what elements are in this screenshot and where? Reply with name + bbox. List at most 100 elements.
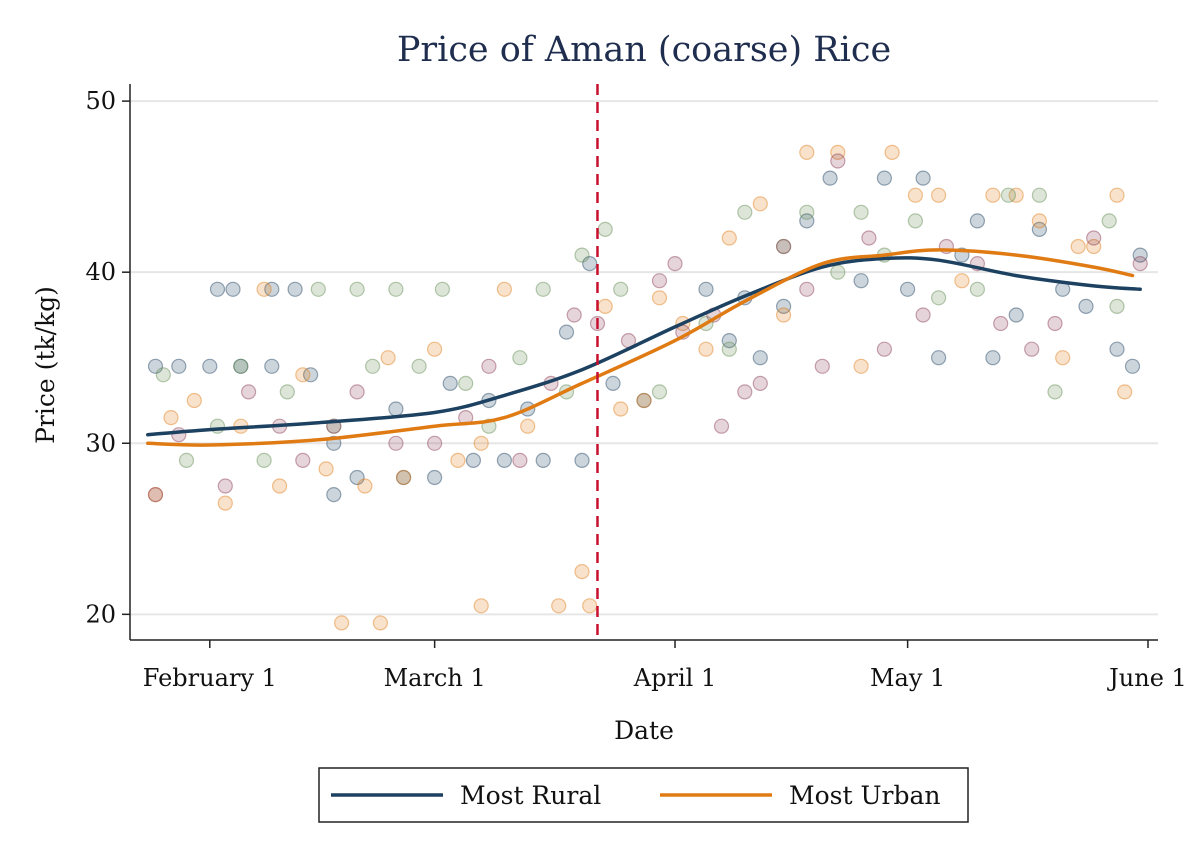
scatter-point-3-37 (1132, 256, 1148, 272)
scatter-point-3-18 (667, 256, 683, 272)
scatter-point-1-22 (582, 598, 598, 614)
scatter-point-2-0 (155, 367, 171, 383)
scatter-point-2-10 (388, 281, 404, 297)
scatter-point-3-33 (993, 315, 1009, 332)
scatter-point-2-33 (1000, 187, 1017, 203)
scatter-point-2-5 (279, 384, 295, 400)
scatter-point-0-22 (558, 324, 575, 340)
scatter-point-3-3 (241, 384, 257, 400)
scatter-point-0-32 (799, 213, 815, 229)
scatter-point-1-0 (147, 487, 164, 503)
scatter-point-2-16 (535, 281, 551, 297)
scatter-point-1-39 (985, 187, 1001, 203)
scatter-point-0-4 (225, 281, 241, 297)
scatter-point-0-37 (915, 170, 931, 186)
scatter-point-2-8 (349, 281, 365, 297)
scatter-point-0-34 (853, 273, 869, 289)
scatter-point-1-5 (256, 281, 272, 297)
scatter-point-1-28 (698, 341, 714, 357)
scatter-point-3-14 (566, 307, 582, 323)
scatter-point-0-21 (535, 452, 551, 468)
scatter-point-1-30 (752, 196, 768, 212)
scatter-point-1-20 (551, 598, 567, 614)
scatter-point-3-26 (814, 358, 830, 374)
scatter-point-0-46 (1109, 341, 1125, 357)
scatter-point-0-41 (985, 350, 1001, 366)
scatter-point-0-48 (1132, 247, 1148, 263)
scatter-point-2-36 (1101, 213, 1117, 229)
trend-lines (146, 248, 1142, 447)
scatter-point-1-11 (372, 615, 388, 631)
scatter-point-1-36 (907, 187, 924, 203)
scatter-point-0-8 (287, 281, 303, 297)
scatter-point-0-25 (605, 375, 621, 391)
scatter-point-1-2 (186, 392, 202, 409)
scatter-point-0-33 (822, 170, 838, 186)
scatter-point-1-19 (520, 418, 536, 434)
scatter-point-3-25 (799, 281, 815, 297)
scatter-point-0-26 (636, 392, 652, 409)
y-tick-label-40: 40 (85, 258, 116, 286)
scatter-point-1-21 (574, 563, 590, 580)
scatter-point-1-34 (853, 358, 869, 374)
scatter-point-3-0 (147, 487, 164, 503)
scatter-point-1-32 (799, 144, 815, 160)
scatter-point-1-15 (450, 452, 466, 468)
scatter-point-1-17 (473, 598, 489, 614)
scatter-point-3-28 (861, 230, 877, 246)
scatter-point-0-19 (496, 452, 512, 468)
scatter-point-3-5 (295, 452, 311, 468)
scatter-point-3-1 (171, 427, 187, 443)
x-tick-label-2: April 1 (633, 664, 716, 692)
scatter-point-1-23 (597, 298, 613, 314)
scatter-point-2-13 (458, 375, 474, 391)
scatter-point-2-1 (178, 452, 195, 468)
y-tick-label-30: 30 (85, 429, 116, 457)
scatter-point-1-29 (721, 230, 737, 246)
scatter-point-2-26 (799, 204, 815, 220)
scatter-point-0-38 (930, 350, 947, 366)
scatter-point-3-24 (775, 238, 792, 255)
scatter-point-3-17 (651, 273, 668, 289)
scatter-point-2-31 (930, 290, 947, 306)
scatter-point-2-3 (233, 358, 249, 374)
scatter-point-1-41 (1031, 213, 1048, 229)
x-tick-label-4: June 1 (1106, 664, 1187, 692)
legend: Most Rural Most Urban (318, 767, 969, 823)
scatter-point-0-3 (209, 281, 226, 297)
scatter-point-0-23 (574, 452, 590, 468)
scatter-point-0-17 (465, 452, 481, 468)
scatter-point-1-24 (613, 401, 629, 417)
scatter-point-3-23 (752, 375, 768, 391)
scatter-point-3-12 (512, 452, 528, 468)
scatter-point-1-7 (295, 367, 311, 383)
scatter-point-1-35 (884, 144, 900, 160)
scatter-point-0-30 (752, 350, 768, 366)
scatter-point-2-15 (512, 350, 528, 366)
chart-title: Price of Aman (coarse) Rice (397, 30, 891, 70)
scatter-point-1-12 (380, 350, 396, 366)
scatter-point-3-11 (481, 358, 497, 374)
scatter-point-2-6 (310, 281, 326, 297)
scatter-point-0-31 (775, 298, 792, 314)
y-ticks: 20 30 40 50 (85, 87, 130, 628)
scatter-point-2-35 (1047, 384, 1063, 400)
scatter-point-0-47 (1124, 358, 1141, 374)
scatter-point-1-6 (272, 478, 288, 494)
scatter-point-3-29 (876, 341, 893, 357)
scatter-point-1-10 (357, 478, 373, 494)
scatter-point-1-46 (1117, 384, 1133, 400)
scatter-point-3-27 (830, 153, 846, 169)
scatter-point-2-32 (969, 281, 986, 297)
scatter-point-1-44 (1086, 238, 1102, 255)
legend-box (318, 767, 969, 823)
scatter-point-0-43 (1031, 221, 1048, 237)
scatter-point-0-5 (233, 358, 249, 374)
scatter-point-1-16 (473, 435, 489, 451)
scatter-point-2-18 (574, 247, 590, 263)
scatter-point-1-38 (954, 273, 970, 289)
scatter-point-2-25 (775, 238, 792, 255)
scatter-point-0-16 (442, 375, 458, 391)
scatter-point-1-3 (217, 495, 233, 511)
